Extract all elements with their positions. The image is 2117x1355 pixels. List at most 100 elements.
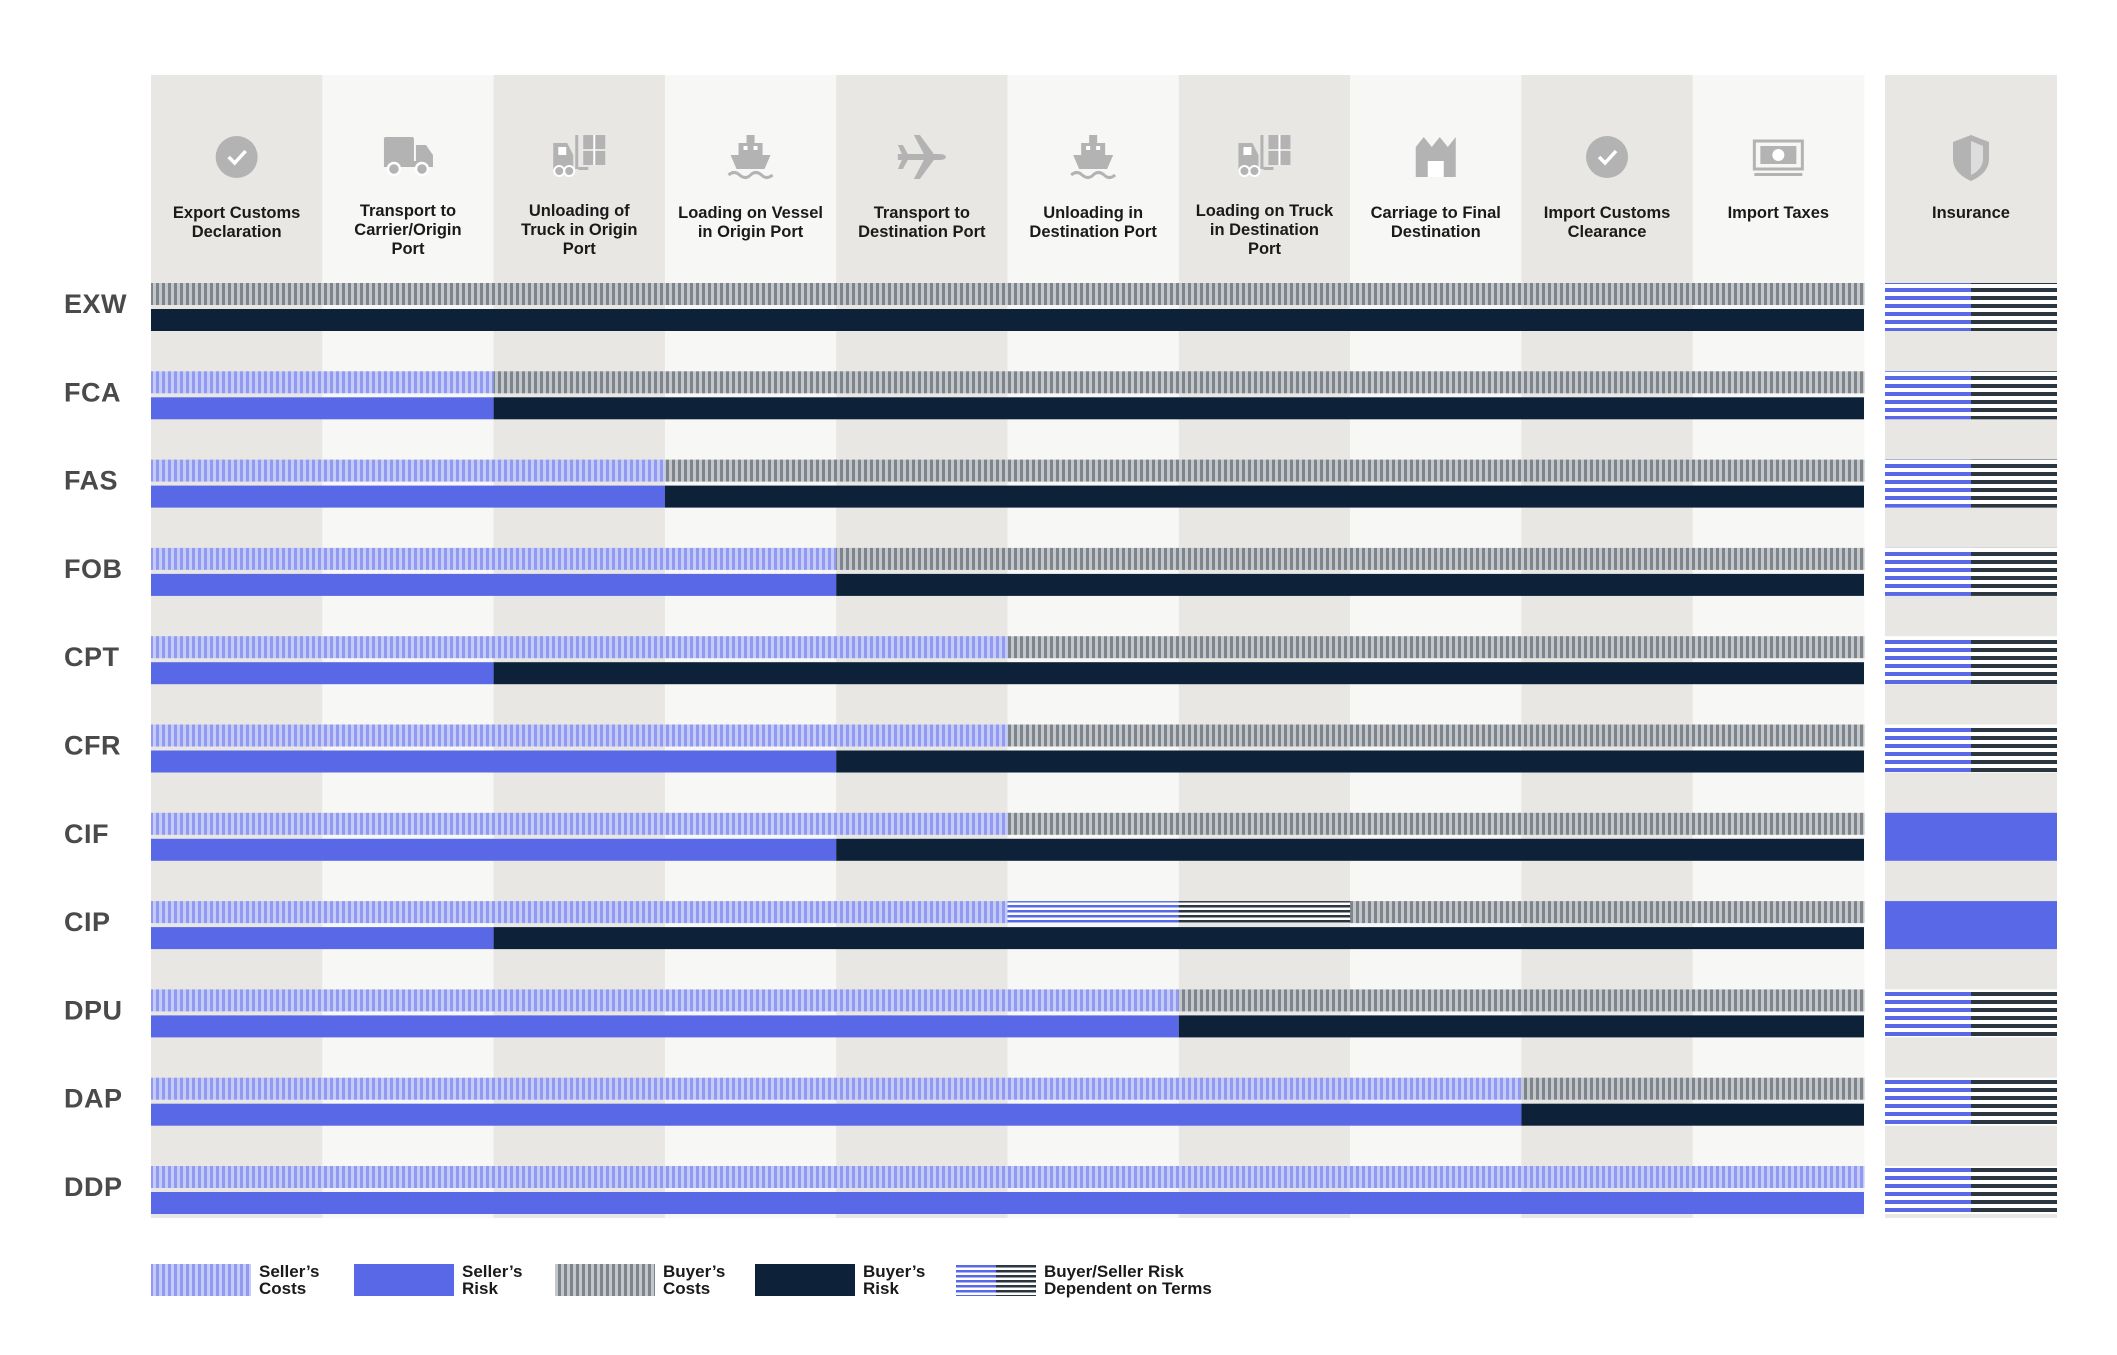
buyer-cost-segment (1692, 371, 1865, 394)
seller-cost-segment (493, 459, 666, 482)
legend-item: Buyer’s Costs (555, 1262, 725, 1298)
legend-label: Buyer’s Costs (663, 1262, 725, 1298)
buyer-cost-segment (836, 459, 1009, 482)
seller-cost-segment (493, 547, 666, 570)
term-label: DAP (64, 1084, 123, 1114)
buyer-cost-segment (1692, 283, 1865, 305)
seller-cost-segment (664, 724, 837, 747)
insurance-dependent-seller (1885, 636, 1971, 685)
buyer-cost-segment (1692, 989, 1865, 1012)
buyer-cost-segment (664, 459, 837, 482)
column-header-label: Import Taxes (1728, 204, 1829, 222)
money-icon (1752, 139, 1804, 176)
legend-item: Seller’s Costs (151, 1262, 320, 1298)
legend-swatch-seller (956, 1264, 996, 1296)
seller-risk-bar (151, 485, 665, 508)
buyer-cost-segment (1178, 371, 1351, 394)
seller-cost-segment (1350, 1077, 1522, 1100)
seller-cost-segment (322, 547, 495, 570)
seller-cost-segment (664, 989, 837, 1012)
term-row: FAS (64, 459, 2057, 508)
legend-label: Buyer’s Risk (863, 1262, 925, 1298)
seller-cost-segment (151, 1166, 323, 1188)
column-header-label: Loading on Truck in Destination Port (1196, 202, 1334, 258)
buyer-cost-segment (1521, 636, 1694, 659)
column-header-label: Export Customs Declaration (173, 204, 300, 241)
buyer-risk-bar (493, 397, 1865, 420)
seller-cost-segment (1007, 1077, 1180, 1100)
seller-cost-segment (836, 812, 1009, 835)
insurance-dependent-buyer (1971, 459, 2057, 508)
insurance-dependent-buyer (1971, 989, 2057, 1038)
term-row: DAP (64, 1077, 2057, 1126)
seller-cost-segment (322, 1166, 495, 1188)
buyer-cost-segment (1692, 724, 1865, 747)
term-row: FCA (64, 371, 2057, 420)
insurance-dependent-seller (1885, 283, 1971, 331)
legend-label: Seller’s Risk (462, 1262, 523, 1298)
buyer-cost-segment (1007, 371, 1180, 394)
column-header-label: Unloading of Truck in Origin Port (521, 202, 637, 258)
legend-swatch (555, 1264, 655, 1296)
buyer-cost-segment (1178, 812, 1351, 835)
seller-cost-segment (493, 1077, 666, 1100)
column-headers: Export Customs Declaration Transport to Car… (173, 135, 2010, 258)
seller-cost-segment (151, 724, 323, 747)
term-label: DPU (64, 995, 123, 1025)
insurance-dependent-seller (1885, 547, 1971, 596)
seller-cost-segment (493, 901, 666, 924)
buyer-cost-segment (1521, 283, 1694, 305)
seller-cost-segment (322, 1077, 495, 1100)
insurance-dependent-seller (1885, 459, 1971, 508)
buyer-cost-segment (1350, 547, 1522, 570)
seller-risk-bar (151, 750, 837, 773)
buyer-risk-bar (1178, 1015, 1864, 1038)
buyer-cost-segment (1350, 901, 1522, 924)
column-header-label: Loading on Vessel in Origin Port (678, 204, 823, 241)
term-rows: EXW FCA FAS FOB CPT CFR CIF CIP DPU DAP DDP (64, 283, 2057, 1214)
seller-cost-segment (151, 989, 323, 1012)
insurance-dependent-seller (1885, 989, 1971, 1038)
term-row: DDP (64, 1166, 2057, 1214)
term-label: FOB (64, 554, 123, 584)
seller-risk-bar (151, 397, 494, 420)
seller-cost-segment (664, 1077, 837, 1100)
dependent-cost-segment (1178, 901, 1351, 924)
column-header-label: Transport to Destination Port (858, 204, 986, 241)
legend-label: Buyer/Seller Risk Dependent on Terms (1044, 1262, 1212, 1298)
buyer-risk-bar (493, 662, 1865, 685)
seller-cost-segment (836, 724, 1009, 747)
seller-cost-segment (322, 901, 495, 924)
legend-item: Buyer/Seller Risk Dependent on Terms (956, 1262, 1212, 1298)
legend-swatch (755, 1264, 855, 1296)
seller-cost-segment (151, 547, 323, 570)
legend-swatch (354, 1264, 454, 1296)
term-label: CIF (64, 819, 109, 849)
buyer-cost-segment (1521, 989, 1694, 1012)
term-row: EXW (64, 283, 2057, 331)
buyer-cost-segment (1521, 812, 1694, 835)
forklift-icon (1238, 135, 1291, 177)
term-label: CPT (64, 642, 120, 672)
insurance-header-label: Insurance (1932, 204, 2010, 222)
seller-cost-segment (1178, 1077, 1351, 1100)
legend-item: Buyer’s Risk (755, 1262, 925, 1298)
buyer-cost-segment (836, 371, 1009, 394)
seller-cost-segment (493, 636, 666, 659)
buyer-cost-segment (1350, 989, 1522, 1012)
insurance-dependent-buyer (1971, 724, 2057, 773)
buyer-cost-segment (1692, 547, 1865, 570)
seller-cost-segment (1007, 1166, 1180, 1188)
seller-cost-segment (1521, 1166, 1694, 1188)
buyer-cost-segment (1007, 812, 1180, 835)
seller-cost-segment (493, 989, 666, 1012)
buyer-cost-segment (664, 283, 837, 305)
seller-cost-segment (664, 636, 837, 659)
term-row: DPU (64, 989, 2057, 1038)
seller-cost-segment (322, 636, 495, 659)
seller-cost-segment (664, 1166, 837, 1188)
check-circle-icon (1586, 136, 1629, 178)
seller-cost-segment (151, 371, 323, 394)
buyer-cost-segment (1007, 724, 1180, 747)
